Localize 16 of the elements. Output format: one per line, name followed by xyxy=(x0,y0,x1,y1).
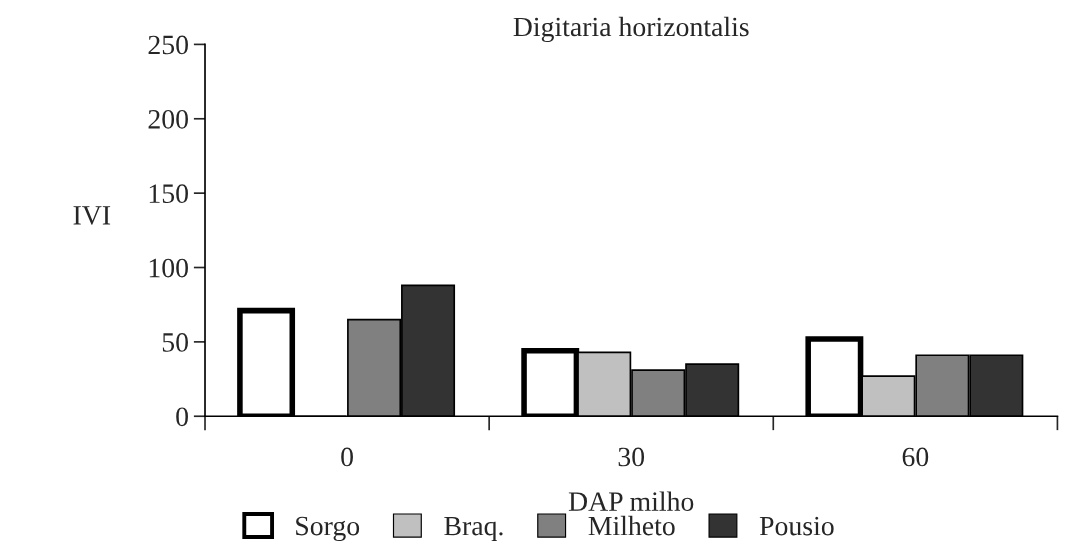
y-axis-title: IVI xyxy=(73,206,111,225)
y-tick-label: 0 xyxy=(176,407,188,427)
y-tick-label: 250 xyxy=(148,35,188,55)
x-tick-label: 60 xyxy=(902,447,929,467)
y-tick-label: 200 xyxy=(148,109,188,129)
legend-label: Pousio xyxy=(759,516,834,536)
legend-label: Milheto xyxy=(588,515,675,536)
legend-label: Sorgo xyxy=(296,516,360,542)
y-tick-label: 150 xyxy=(149,184,188,204)
y-tick-label: 100 xyxy=(149,258,188,278)
x-axis-title: DAP milho xyxy=(568,491,694,511)
x-tick-label: 30 xyxy=(618,447,645,467)
legend-label: Braq. xyxy=(444,516,503,542)
y-tick-label: 50 xyxy=(162,333,188,352)
x-tick-label: 0 xyxy=(341,447,353,467)
chart-title: Digitaria horizontalis xyxy=(513,16,749,43)
